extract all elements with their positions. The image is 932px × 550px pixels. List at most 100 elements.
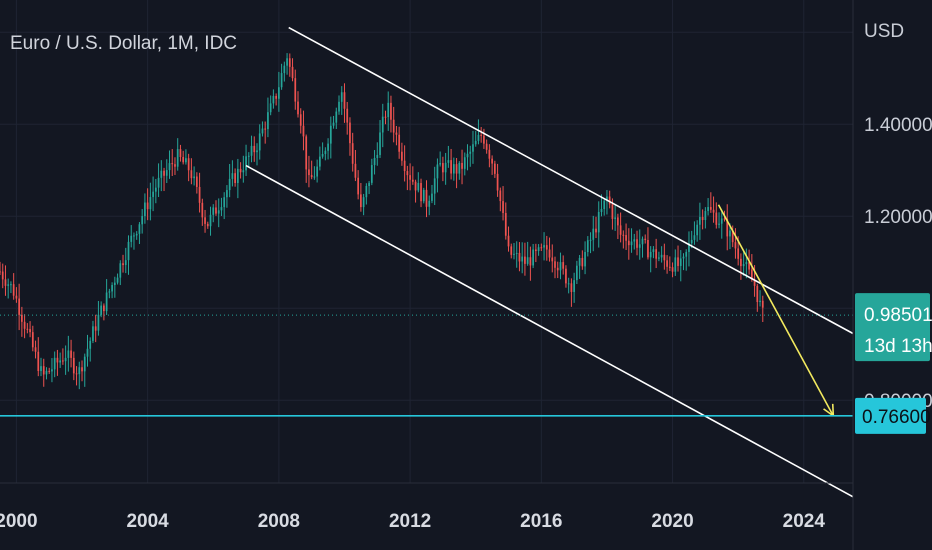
candle-body	[526, 257, 529, 264]
candle-body	[297, 101, 299, 115]
candle-body	[302, 125, 305, 137]
candle-body	[242, 170, 245, 173]
candle-body	[701, 217, 704, 221]
candle-body	[677, 257, 679, 266]
candle-body	[608, 196, 611, 205]
currency-label: USD	[864, 21, 904, 42]
candle-body	[319, 156, 321, 167]
candle-body	[360, 194, 362, 208]
candle-body	[288, 58, 291, 67]
candle-body	[507, 235, 510, 247]
candle-body	[365, 185, 368, 198]
candle-body	[551, 257, 554, 262]
candle-body	[193, 176, 195, 179]
time-tick-label: 2000	[0, 511, 38, 532]
candle-body	[201, 202, 204, 218]
candle-body	[510, 246, 513, 255]
candle-body	[124, 260, 127, 266]
candle-body	[718, 223, 720, 225]
candle-body	[321, 153, 324, 157]
candle-body	[277, 87, 280, 99]
candle-body	[264, 128, 267, 130]
candle-body	[641, 238, 644, 245]
candle-body	[141, 216, 144, 225]
candle-body	[212, 207, 215, 215]
candle-body	[59, 360, 62, 363]
candle-body	[647, 239, 649, 258]
candle-body	[308, 169, 310, 176]
candle-body	[576, 265, 578, 281]
candle-body	[343, 92, 346, 109]
candle-body	[537, 247, 540, 252]
candle-body	[15, 295, 18, 299]
candle-body	[228, 178, 231, 191]
candle-body	[67, 350, 70, 358]
candle-body	[450, 160, 452, 174]
candle-body	[455, 164, 458, 174]
candle-body	[70, 350, 72, 358]
candle-body	[685, 251, 688, 257]
candle-body	[338, 101, 340, 112]
candle-layer	[0, 53, 764, 390]
candle-body	[614, 217, 617, 219]
candle-body	[548, 249, 551, 258]
candle-body	[693, 235, 696, 240]
candle-body	[144, 202, 146, 217]
candle-body	[332, 122, 335, 126]
candle-body	[64, 357, 67, 362]
candle-body	[671, 267, 674, 272]
candle-body	[521, 256, 524, 262]
candle-body	[18, 298, 21, 315]
candle-body	[472, 144, 474, 152]
candle-body	[165, 170, 168, 176]
candle-body	[1, 271, 4, 280]
candle-body	[185, 158, 187, 163]
candle-body	[245, 156, 247, 171]
candle-body	[217, 210, 220, 214]
candle-body	[581, 257, 584, 267]
candle-body	[349, 122, 351, 144]
candle-body	[119, 263, 122, 278]
candle-body	[660, 254, 663, 258]
candle-body	[324, 150, 327, 154]
candle-body	[554, 261, 556, 268]
candle-body	[354, 163, 357, 178]
candle-body	[272, 95, 275, 104]
candle-body	[313, 176, 316, 178]
candle-body	[239, 168, 242, 173]
candle-body	[431, 193, 433, 201]
candle-body	[384, 116, 387, 118]
candle-body	[425, 189, 428, 207]
candle-body	[515, 252, 518, 254]
candle-body	[381, 116, 384, 133]
candle-body	[379, 132, 381, 155]
candle-body	[62, 360, 64, 362]
grid-layer	[0, 0, 853, 483]
candle-body	[187, 158, 190, 171]
candle-body	[149, 197, 152, 210]
candle-body	[29, 329, 31, 333]
candle-body	[720, 218, 723, 224]
candle-body	[540, 247, 543, 249]
candle-body	[154, 187, 157, 192]
candle-body	[589, 239, 592, 241]
candle-body	[258, 133, 261, 151]
candle-body	[480, 134, 483, 136]
candle-body	[690, 239, 693, 244]
candle-body	[83, 356, 86, 372]
candle-body	[256, 150, 258, 153]
candle-body	[463, 157, 466, 169]
candle-body	[707, 207, 709, 212]
candle-body	[92, 326, 94, 341]
candle-body	[502, 201, 504, 214]
candle-body	[7, 284, 10, 286]
candle-body	[597, 211, 600, 233]
candle-body	[105, 292, 108, 312]
candle-body	[565, 268, 567, 284]
candle-body	[48, 370, 51, 372]
candle-body	[135, 233, 138, 236]
candle-body	[220, 207, 223, 211]
candle-body	[329, 125, 332, 144]
